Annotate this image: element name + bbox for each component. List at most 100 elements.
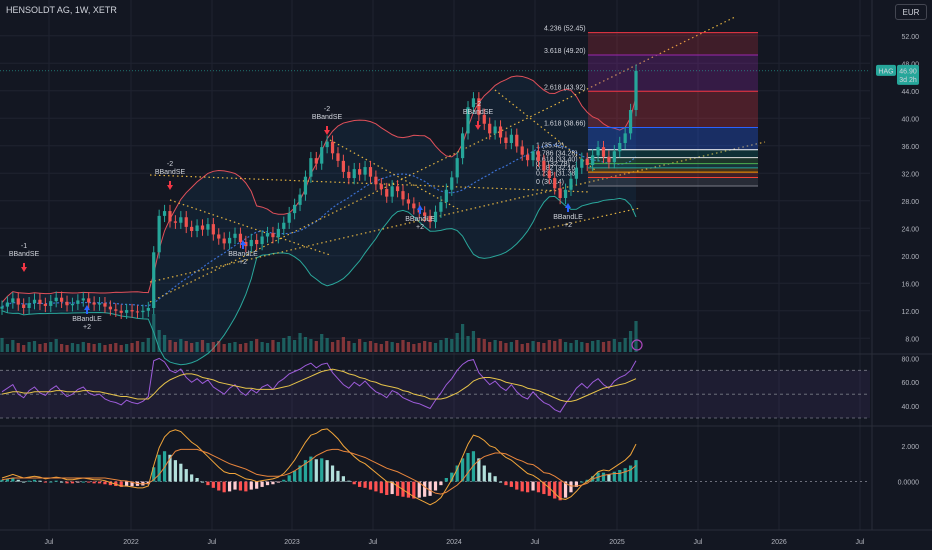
macd-histogram-bar (97, 481, 102, 484)
x-axis-tick-label: Jul (208, 539, 217, 546)
long-entry-count: +2 (239, 259, 247, 266)
symbol-badge-text: HAG (878, 68, 893, 75)
short-entry-label: BBandSE (9, 251, 40, 258)
volume-bar (276, 342, 280, 352)
candle-body (341, 160, 345, 172)
macd-histogram-bar (488, 472, 492, 482)
bollinger-fill (2, 75, 636, 365)
candle-body (271, 233, 275, 238)
candle-body (596, 147, 600, 156)
candle-body (585, 158, 589, 165)
currency-button[interactable]: EUR (895, 4, 927, 20)
candle-body (16, 298, 20, 305)
macd-histogram-bar (206, 481, 210, 486)
candle-body (428, 215, 432, 223)
macd-histogram-bar (76, 481, 80, 483)
candle-body (130, 310, 134, 312)
macd-histogram-bar (5, 478, 10, 482)
macd-histogram-bar (569, 481, 573, 493)
y-axis-tick-label: 36.00 (901, 144, 919, 151)
candle-body (65, 301, 69, 306)
candle-body (477, 98, 481, 115)
macd-histogram-bar (179, 463, 183, 482)
trend-channel-line (169, 199, 331, 256)
candle-body (536, 151, 541, 161)
rsi-line (1, 357, 637, 413)
y-axis-tick-label: 8.00 (905, 336, 919, 343)
fib-level-label: 0.5 (32.78) (536, 161, 570, 168)
candle-body (173, 221, 178, 223)
macd-histogram-bar (157, 454, 161, 482)
long-entry-count: +2 (83, 324, 91, 331)
macd-histogram-bar (59, 481, 64, 483)
volume-bar (108, 344, 112, 352)
candle-body (195, 225, 199, 231)
macd-histogram-bar (22, 481, 26, 483)
fib-zone (588, 91, 758, 128)
candle-body (11, 298, 15, 303)
fib-level-label: 0.236 (31.38) (536, 171, 578, 178)
volume-bar (553, 341, 557, 352)
volume-bar (515, 340, 519, 352)
macd-histogram-bar (634, 460, 638, 482)
macd-histogram-bar (412, 481, 416, 499)
macd-histogram-bar (130, 481, 134, 487)
volume-bar (444, 338, 448, 352)
volume-bar (428, 342, 432, 352)
short-entry-label: BBandSE (312, 114, 343, 121)
candle-body (0, 306, 4, 309)
candle-body (471, 98, 476, 108)
candle-body (298, 194, 302, 205)
trend-channel-line (494, 89, 596, 171)
macd-histogram-bar (32, 479, 37, 482)
long-entry-label: BBandLE (228, 251, 258, 258)
macd-histogram-bar (336, 470, 340, 482)
candle-body (157, 215, 161, 253)
volume-bar (612, 339, 616, 352)
candle-body (54, 297, 58, 302)
macd-histogram-bar (455, 465, 459, 482)
fib-zone (588, 149, 758, 158)
volume-bar (477, 338, 481, 352)
macd-histogram-bar (466, 453, 470, 482)
macd-histogram-bar (347, 480, 351, 482)
volume-bar (135, 341, 140, 352)
candle-body (217, 234, 221, 239)
macd-histogram-bar (287, 475, 291, 482)
macd-histogram-bar (352, 481, 356, 485)
candle-body (515, 134, 519, 147)
short-entry-count: -2 (475, 101, 481, 108)
fib-zone (588, 32, 758, 55)
macd-histogram-bar (460, 458, 465, 482)
candle-body (401, 191, 405, 200)
chart-title: HENSOLDT AG, 1W, XETR (6, 5, 117, 15)
candle-body (591, 155, 595, 165)
candle-body (460, 133, 465, 159)
x-axis-tick-label: Jul (856, 539, 865, 546)
candle-body (526, 154, 530, 161)
volume-bar (526, 343, 530, 352)
volume-bar (200, 340, 205, 352)
candle-body (282, 222, 286, 229)
volume-bar (504, 343, 508, 352)
volume-bar (368, 341, 373, 352)
volume-bar (81, 342, 85, 352)
volume-bar (222, 344, 226, 352)
macd-histogram-bar (27, 480, 31, 482)
macd-histogram-bar (563, 481, 568, 498)
y-axis-tick-label: 16.00 (901, 281, 919, 288)
y-axis-tick-label: 32.00 (901, 171, 919, 178)
fib-level-label: 0.618 (33.40) (536, 157, 578, 164)
candle-body (509, 134, 513, 143)
macd-histogram-bar (314, 459, 318, 482)
candle-body (374, 176, 378, 185)
x-axis-tick-label: Jul (694, 539, 703, 546)
volume-bar (596, 340, 600, 352)
volume-bar (157, 330, 161, 352)
candle-body (260, 236, 264, 245)
macd-histogram-bar (515, 481, 519, 490)
candle-body (450, 177, 454, 190)
volume-bar (303, 337, 308, 352)
volume-bar (32, 341, 37, 352)
